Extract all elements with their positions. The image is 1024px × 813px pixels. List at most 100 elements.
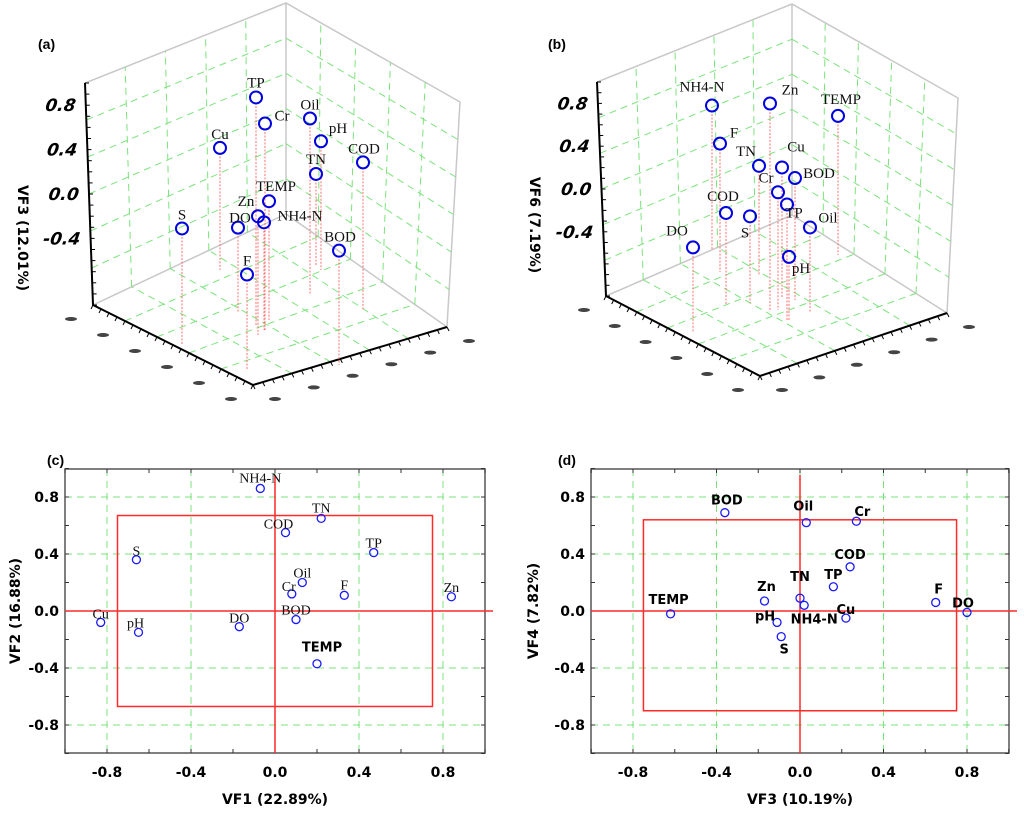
grid-line <box>791 144 951 242</box>
y-tick-label: 0.4 <box>560 547 585 563</box>
axis-tick <box>618 303 622 309</box>
grid-line <box>156 258 351 338</box>
x-tick-label: 0.0 <box>788 765 813 781</box>
data-point-s <box>776 632 786 642</box>
y-tick-label: 0.4 <box>34 547 59 563</box>
x-tick-label: -0.4 <box>701 765 732 781</box>
axis-tick <box>378 347 382 352</box>
data-label-ph: pH <box>755 609 775 624</box>
data-point-f <box>713 136 727 151</box>
axis-tick <box>407 338 411 343</box>
y-tick-label: -0.8 <box>554 718 585 734</box>
data-label-temp: TEMP <box>302 641 342 656</box>
axis-tick <box>787 366 791 371</box>
data-point-cr <box>771 185 785 200</box>
data-label-cod: COD <box>348 141 380 157</box>
grid-line <box>205 34 210 251</box>
data-label-bod: BOD <box>711 494 743 509</box>
y-tick-label-smudge <box>385 362 398 367</box>
chart-a-zlabel: VF3 (12.01%) <box>14 185 30 291</box>
grid-line <box>754 230 910 327</box>
data-label-ph: pH <box>792 261 811 277</box>
data-point-bod <box>788 171 802 186</box>
data-point-oil <box>801 518 811 528</box>
panel-label-a: (a) <box>38 36 55 52</box>
axis-tick <box>757 375 761 381</box>
grid-line <box>188 281 383 354</box>
grid-line <box>208 249 370 351</box>
data-label-oil: Oil <box>300 98 319 114</box>
data-label-zn: Zn <box>757 580 776 595</box>
axis-tick <box>815 356 819 362</box>
grid-line <box>729 292 917 361</box>
data-label-cod: COD <box>834 548 866 563</box>
data-point-tp <box>369 547 379 558</box>
data-point-cod <box>356 155 370 170</box>
data-point-bod <box>332 243 346 258</box>
axis-tick <box>252 384 256 390</box>
y-tick-label: -0.8 <box>28 718 59 734</box>
axis-tick <box>890 331 894 337</box>
data-label-cr: Cr <box>759 170 774 186</box>
data-label-cu: Cu <box>93 607 109 622</box>
axis-tick <box>281 376 285 381</box>
axis-tick <box>262 381 266 387</box>
data-point-f <box>240 267 254 282</box>
x-tick-label-smudge <box>161 365 173 369</box>
data-label-tn: TN <box>790 570 810 585</box>
axis-tick <box>320 364 324 369</box>
data-point-tn <box>316 513 326 524</box>
axis-tick <box>90 304 94 310</box>
axis-tick <box>388 344 392 349</box>
data-point-bod <box>291 614 301 625</box>
box-back-edges <box>596 3 959 314</box>
box-floor-back-left <box>605 214 793 297</box>
grid-line <box>791 109 953 206</box>
data-label-tp: TP <box>247 75 265 91</box>
data-label-f: F <box>730 126 738 142</box>
data-point-bod <box>720 508 730 518</box>
data-label-s: S <box>133 545 141 560</box>
x-tick-label: -0.8 <box>618 765 649 781</box>
data-label-tn: TN <box>312 501 331 516</box>
axis-tick <box>927 319 931 324</box>
axis-tick <box>881 334 884 340</box>
z-tick-label: 0.0 <box>560 180 593 200</box>
chart-d-xlabel: VF3 (10.19%) <box>747 792 853 808</box>
axis-tick <box>427 332 431 338</box>
data-point-f <box>931 597 941 608</box>
data-point-cod <box>845 562 855 572</box>
grid-line <box>285 37 459 140</box>
x-tick-label-smudge <box>129 349 141 353</box>
x-tick-label: 0.8 <box>431 765 456 781</box>
data-point-cu <box>775 160 789 175</box>
data-label-ph: pH <box>127 616 144 631</box>
axis-tick <box>657 323 661 329</box>
axis-tick <box>146 332 150 338</box>
grid-line <box>285 72 456 178</box>
axis-tick <box>122 320 126 326</box>
y-tick-label-smudge <box>346 373 359 378</box>
data-point-do <box>962 607 972 618</box>
grid-line <box>791 38 957 135</box>
grid-line <box>667 253 855 329</box>
data-point-ph <box>772 617 782 628</box>
z-tick-label: -0.4 <box>42 229 82 249</box>
data-label-s: S <box>178 207 186 223</box>
data-label-do: DO <box>229 211 251 227</box>
axis-tick <box>194 356 198 362</box>
axis-tick <box>186 352 190 358</box>
axis-tick <box>368 349 372 355</box>
axis-tick <box>170 344 174 350</box>
data-label-cu: Cu <box>211 127 229 143</box>
axis-tick <box>937 315 941 321</box>
axis-tick <box>703 347 707 353</box>
grid-line <box>382 62 391 282</box>
axis-tick <box>825 353 828 359</box>
axis-tick <box>339 358 343 364</box>
axis-tick <box>98 308 102 314</box>
axis-tick <box>642 315 645 321</box>
axis-tick <box>226 372 230 378</box>
axis-tick <box>106 312 110 318</box>
y-tick-label: -0.4 <box>28 661 59 677</box>
